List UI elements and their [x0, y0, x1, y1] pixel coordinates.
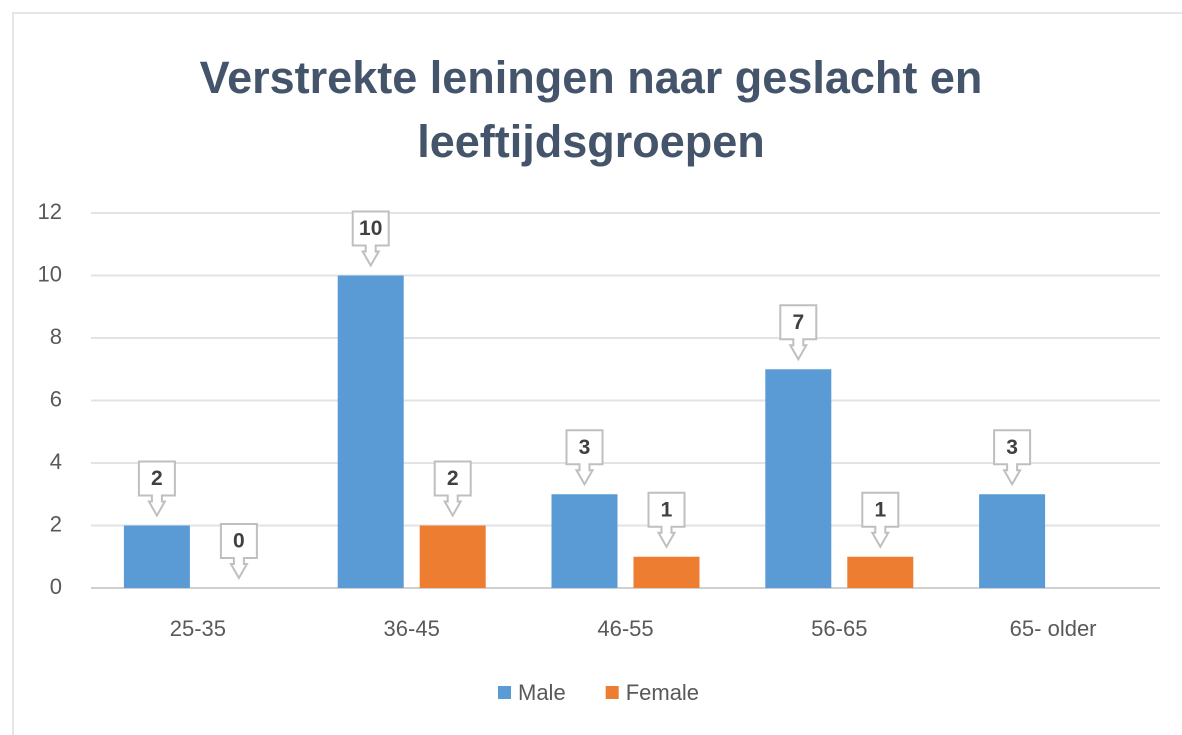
legend-swatch — [605, 686, 619, 699]
y-tick-label: 2 — [50, 511, 62, 536]
y-tick-label: 8 — [50, 324, 62, 349]
data-label: 3 — [1006, 436, 1018, 459]
x-tick-label: 56-65 — [811, 616, 867, 641]
chart-title: Verstrekte leningen naar geslacht en lee… — [199, 52, 983, 167]
data-label-callout — [565, 429, 604, 487]
y-tick-label: 6 — [50, 386, 62, 411]
data-label: 7 — [792, 311, 804, 334]
data-label: 10 — [359, 217, 382, 240]
y-tick-label: 4 — [50, 449, 62, 474]
bar — [337, 275, 404, 588]
legend-label: Male — [518, 680, 566, 705]
data-label-callout — [993, 429, 1032, 487]
legend-label: Female — [626, 680, 699, 705]
data-label: 0 — [233, 530, 245, 553]
bar — [551, 494, 618, 588]
y-tick-label: 12 — [38, 199, 62, 224]
data-label-callout — [433, 460, 472, 518]
data-label-callout — [137, 460, 176, 518]
bar — [847, 556, 914, 588]
x-tick-label: 65- older — [1010, 616, 1097, 641]
data-label-callout — [647, 491, 686, 549]
data-label: 2 — [447, 467, 459, 490]
bar — [633, 556, 700, 588]
x-tick-label: 36-45 — [384, 616, 440, 641]
bar — [765, 369, 832, 588]
y-tick-label: 10 — [38, 261, 62, 286]
data-label-callout — [861, 491, 900, 549]
y-tick-label: 0 — [50, 574, 62, 599]
chart-frame — [12, 12, 1182, 735]
data-label: 1 — [661, 498, 673, 521]
bar — [419, 525, 486, 588]
x-tick-label: 46-55 — [597, 616, 653, 641]
bar — [123, 525, 190, 588]
bar — [979, 494, 1046, 588]
data-label: 2 — [151, 467, 163, 490]
data-label-callout — [219, 523, 258, 581]
legend-swatch — [498, 686, 511, 699]
x-tick-label: 25-35 — [170, 616, 226, 641]
data-label: 1 — [874, 498, 886, 521]
data-label-callout — [779, 304, 818, 362]
data-label: 3 — [579, 436, 591, 459]
data-label-callout — [351, 210, 390, 268]
